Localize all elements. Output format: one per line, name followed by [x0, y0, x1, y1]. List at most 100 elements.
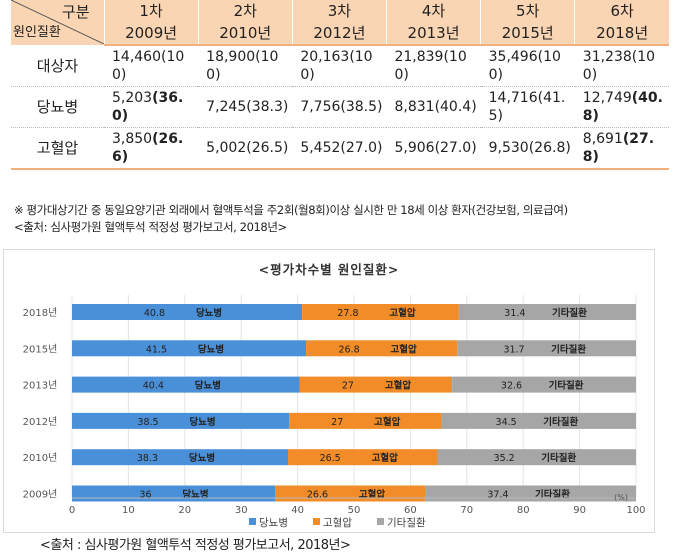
legend-label: 당뇨병 [259, 517, 288, 529]
bar-segment [306, 340, 458, 357]
cell-percent: (100) [488, 49, 561, 83]
series-in-bar-label: 당뇨병 [182, 489, 208, 501]
cell-count: 9,530 [488, 140, 529, 156]
x-tick-label: 70 [460, 505, 473, 516]
year-header: 2015년 [480, 22, 575, 46]
value-label: 31.7 [503, 344, 524, 355]
series-in-bar-label: 당뇨병 [195, 380, 221, 392]
category-label: 2013년 [23, 380, 58, 392]
cell-count: 12,749 [582, 90, 632, 106]
round-header: 2차 [197, 0, 293, 22]
series-in-bar-label: 기타질환 [541, 452, 576, 464]
series-in-bar-label: 당뇨병 [189, 452, 215, 464]
table-cell: 12,749(40.8) [574, 86, 669, 128]
cell-count: 3,850 [112, 131, 153, 147]
bar-segment [289, 412, 442, 429]
value-label: 40.4 [143, 381, 164, 392]
bar-segment [299, 376, 453, 393]
x-tick-label: 20 [178, 505, 191, 516]
table-cell: 3,850(26.6) [104, 127, 199, 170]
value-label: 36 [139, 490, 151, 501]
series-in-bar-label: 당뇨병 [198, 343, 224, 355]
legend-swatch [249, 518, 256, 525]
series-in-bar-label: 기타질환 [543, 416, 578, 428]
series-in-bar-label: 당뇨병 [189, 416, 215, 428]
round-header: 5차 [480, 0, 575, 22]
bar-segment [437, 449, 636, 466]
series-in-bar-label: 고혈압 [389, 307, 415, 319]
value-label: 35.2 [494, 453, 515, 464]
legend-label: 고혈압 [323, 516, 352, 529]
bar-segment [72, 376, 300, 393]
unit-label: (%) [614, 493, 628, 502]
cell-percent: (27.0) [434, 140, 477, 156]
cell-count: 35,496 [488, 49, 538, 65]
bar-segment [302, 304, 459, 320]
table-cell: 8,691(27.8) [574, 127, 669, 170]
table-cell: 7,245(38.3) [198, 86, 293, 128]
x-tick-label: 0 [69, 505, 75, 516]
chart-container: <평가차수별 원인질환> 2018년 40.8 당뇨병 27.8 고혈압 31.4 기타질환 2… [3, 249, 655, 533]
bar-segment [72, 304, 303, 320]
x-tick-label: 100 [626, 505, 645, 516]
cell-count: 20,163 [300, 49, 350, 65]
footnote: ※ 평가대상기간 중 동일요양기관 외래에서 혈액투석을 주2회(월8회)이상 … [14, 203, 568, 217]
bar-segment [441, 412, 636, 429]
value-label: 41.5 [146, 344, 167, 355]
category-label: 2012년 [23, 416, 58, 428]
cell-count: 8,831 [394, 99, 435, 115]
value-label: 34.5 [496, 417, 517, 428]
year-header: 2018년 [574, 22, 669, 46]
value-label: 37.4 [487, 490, 508, 501]
table-cell: 14,460(100) [104, 45, 199, 87]
year-header: 2010년 [197, 22, 293, 46]
bar-segment [457, 340, 636, 357]
cell-percent: (27.8) [582, 131, 655, 165]
cell-count: 31,238 [582, 49, 632, 65]
series-in-bar-label: 기타질환 [535, 489, 570, 501]
cell-count: 21,839 [394, 49, 444, 65]
cell-count: 14,716 [488, 90, 538, 106]
cell-percent: (40.8) [582, 90, 663, 124]
series-in-bar-label: 고혈압 [385, 380, 411, 392]
value-label: 32.6 [501, 381, 522, 392]
cell-percent: (26.5) [246, 140, 289, 156]
corner-bottom-label: 원인질환 [13, 25, 61, 40]
cell-percent: (100) [394, 49, 467, 83]
series-in-bar-label: 기타질환 [552, 307, 587, 319]
cell-count: 14,460 [112, 49, 161, 65]
value-label: 26.5 [320, 453, 341, 464]
category-label: 2009년 [23, 489, 58, 501]
cell-count: 5,002 [206, 140, 247, 156]
bar-segment [275, 485, 426, 502]
bar-segment [425, 485, 636, 502]
table-row: 고혈압 3,850(26.6) 5,002(26.5) 5,452(27.0) 5,90… [11, 127, 669, 170]
table-cell: 5,452(27.0) [292, 127, 387, 170]
value-label: 27 [331, 417, 343, 428]
series-in-bar-label: 고혈압 [391, 343, 417, 355]
cell-count: 5,203 [112, 90, 153, 106]
bar-segment [72, 485, 276, 502]
cell-percent: (41.5) [488, 90, 566, 124]
cell-percent: (100) [112, 49, 185, 83]
x-tick-label: 60 [404, 505, 417, 516]
table-cell: 9,530(26.8) [480, 127, 575, 170]
source-note-top: <출처: 심사평가원 혈액투석 적정성 평가보고서, 2018년> [14, 220, 287, 234]
cell-percent: (100) [582, 49, 656, 83]
series-in-bar-label: 당뇨병 [196, 307, 222, 319]
cell-percent: (36.0) [112, 90, 184, 124]
category-label: 2018년 [23, 307, 58, 319]
value-label: 38.3 [137, 453, 158, 464]
cell-percent: (100) [300, 49, 373, 83]
year-header: 2013년 [385, 22, 481, 46]
cell-count: 5,906 [394, 140, 435, 156]
bar-segment [72, 340, 307, 357]
series-in-bar-label: 고혈압 [359, 489, 385, 501]
x-tick-label: 80 [517, 505, 530, 516]
table-cell: 31,238(100) [574, 45, 669, 87]
round-header: 4차 [385, 0, 481, 22]
x-tick-label: 10 [122, 505, 135, 516]
table-cell: 14,716(41.5) [480, 86, 575, 128]
value-label: 40.8 [144, 308, 165, 319]
row-label: 당뇨병 [11, 86, 104, 128]
